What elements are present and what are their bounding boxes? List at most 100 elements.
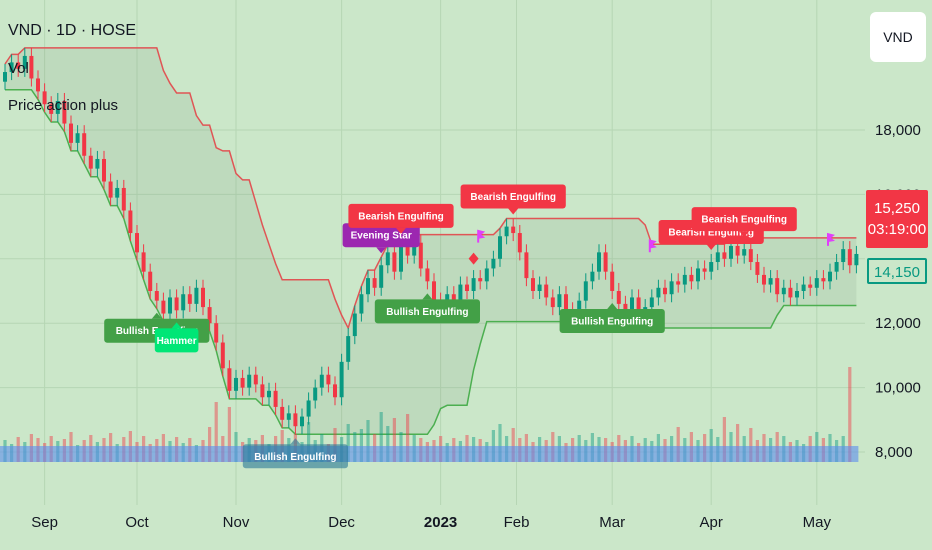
candle-body <box>128 210 133 234</box>
candle-body <box>841 249 846 263</box>
candle-body <box>247 374 252 388</box>
candle <box>795 282 799 306</box>
volume-bar <box>722 417 726 462</box>
candle <box>504 218 509 245</box>
candle <box>82 125 87 164</box>
candle <box>676 273 681 293</box>
pattern-label[interactable]: Bullish Engulfing <box>242 438 348 469</box>
label-box <box>460 184 566 209</box>
candle <box>55 92 60 122</box>
candle <box>181 286 186 319</box>
candle-body <box>253 374 258 385</box>
candle-body <box>366 278 370 295</box>
candle <box>550 289 555 316</box>
candle <box>253 366 258 393</box>
candle-body <box>115 187 120 198</box>
candle-body <box>62 101 67 124</box>
candle-body <box>623 303 628 314</box>
candle <box>392 244 397 280</box>
volume-bar <box>346 424 350 462</box>
candle <box>69 115 73 151</box>
candle-body <box>636 297 641 320</box>
candle <box>313 379 318 409</box>
candle-body <box>161 300 166 314</box>
pattern-label[interactable]: Hammer <box>154 322 199 353</box>
candle <box>102 150 106 190</box>
candle <box>788 279 793 306</box>
candle <box>517 224 522 261</box>
candle-body <box>260 384 265 398</box>
candle-body <box>616 291 621 304</box>
candle <box>207 299 212 332</box>
candle <box>240 369 245 396</box>
candle-body <box>326 374 331 385</box>
candle-body <box>399 245 403 272</box>
candle <box>36 70 40 100</box>
candle-body <box>82 133 87 156</box>
candle-body <box>16 62 21 69</box>
candle <box>616 282 621 312</box>
candle-body <box>696 268 700 282</box>
candle <box>379 257 384 296</box>
volume-bar <box>214 402 218 462</box>
candle <box>471 270 476 300</box>
candle <box>682 266 687 293</box>
candle-body <box>531 278 535 291</box>
volume-bar <box>511 428 515 462</box>
pattern-label[interactable]: Bearish Engulfing <box>691 207 797 238</box>
x-tick-label: Sep <box>31 514 58 531</box>
candle-body <box>286 413 291 420</box>
candle <box>511 218 516 242</box>
candle <box>498 228 502 267</box>
candle <box>696 260 700 290</box>
candle-body <box>689 274 694 282</box>
x-tick-label: Mar <box>599 514 625 531</box>
candle <box>722 244 727 267</box>
candle <box>346 328 351 370</box>
candle <box>260 376 265 406</box>
label-box <box>348 203 454 228</box>
indicator-price-action-plus[interactable]: Price action plus <box>8 97 119 114</box>
candle-body <box>174 297 179 311</box>
candle-body <box>544 284 549 298</box>
volume-bar <box>208 427 212 462</box>
candle-body <box>854 253 859 266</box>
candle <box>273 382 278 415</box>
secondary-price-label: 14,150 <box>867 258 927 284</box>
candle-body <box>95 158 100 169</box>
candle <box>121 179 126 219</box>
candle-body <box>795 291 799 298</box>
candle <box>465 276 469 300</box>
candle-body <box>821 278 826 282</box>
candle-body <box>194 287 199 304</box>
candle <box>161 292 166 322</box>
candle <box>306 392 311 425</box>
candle <box>95 150 100 177</box>
candle-body <box>148 271 153 291</box>
candle <box>339 353 344 406</box>
pattern-label[interactable]: Bearish Engulfing <box>460 184 566 215</box>
candle-body <box>240 377 245 388</box>
candle <box>603 244 608 280</box>
candle <box>141 244 146 280</box>
symbol-box[interactable]: VND <box>870 12 926 62</box>
candle-body <box>319 374 324 388</box>
pattern-label[interactable]: Bullish Engulfing <box>559 303 665 334</box>
pattern-label[interactable]: Bearish Engulfing <box>348 203 454 234</box>
candle-body <box>300 416 304 427</box>
candle-body <box>649 297 654 308</box>
label-box <box>242 444 348 469</box>
candle-body <box>168 297 172 314</box>
y-tick-label: 18,000 <box>875 122 921 139</box>
candle <box>425 260 430 290</box>
candle-body <box>55 101 60 114</box>
indicator-vol[interactable]: Vol <box>8 60 29 77</box>
label-text: Bearish Engulfing <box>701 215 787 226</box>
candle <box>610 263 615 300</box>
candle <box>709 253 714 280</box>
candle <box>418 234 423 277</box>
candle <box>775 270 780 303</box>
candle-body <box>682 274 687 285</box>
pattern-label[interactable]: Bullish Engulfing <box>374 293 480 324</box>
